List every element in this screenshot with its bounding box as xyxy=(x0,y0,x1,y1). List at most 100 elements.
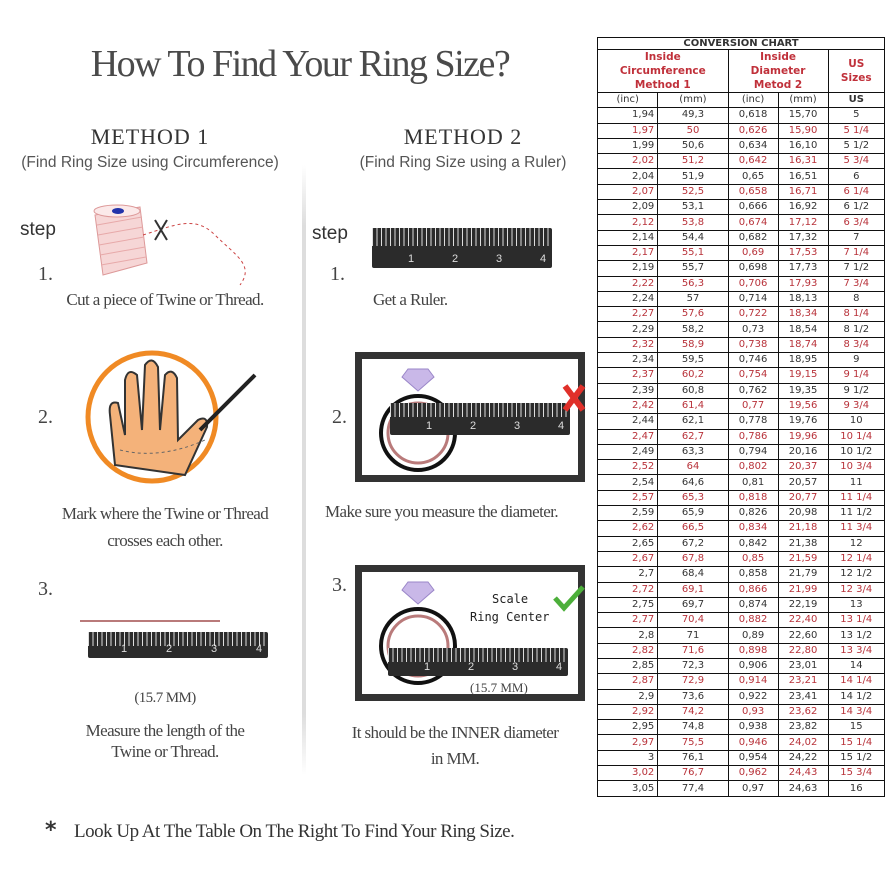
table-cell: 8 1/4 xyxy=(827,306,886,323)
table-cell: 1,94 xyxy=(596,107,659,124)
ruler-number: 4 xyxy=(256,643,263,655)
table-cell: 58,2 xyxy=(657,321,729,338)
table-cell: 0,73 xyxy=(727,321,779,338)
table-cell: 14 1/2 xyxy=(827,688,886,705)
unit-header: (inc) xyxy=(727,91,779,109)
table-row: 2,32 58,9 0,738 18,74 8 3/4 xyxy=(596,336,886,354)
table-cell: 14 3/4 xyxy=(827,703,886,721)
table-cell: 8 3/4 xyxy=(827,336,886,354)
table-cell: 19,15 xyxy=(777,367,829,384)
table-row: 2,34 59,5 0,746 18,95 9 xyxy=(596,352,886,369)
thread-spool-icon xyxy=(93,204,246,286)
table-row: 2,29 58,2 0,73 18,54 8 1/2 xyxy=(596,321,886,338)
asterisk-icon: * xyxy=(45,818,57,843)
table-cell: 2,65 xyxy=(596,535,659,552)
table-cell: 7 1/4 xyxy=(827,244,886,262)
table-cell: 72,3 xyxy=(657,657,729,675)
table-cell: 0,658 xyxy=(727,183,779,201)
table-cell: 6 xyxy=(827,168,886,185)
table-row: 2,44 62,1 0,778 19,76 10 xyxy=(596,413,886,430)
table-row: 3,02 76,7 0,962 24,43 15 3/4 xyxy=(596,765,886,782)
table-cell: 22,19 xyxy=(777,596,829,614)
table-cell: 15,90 xyxy=(777,122,829,139)
table-row: 2,07 52,5 0,658 16,71 6 1/4 xyxy=(596,183,886,201)
table-cell: 20,98 xyxy=(777,505,829,522)
table-cell: 7 1/2 xyxy=(827,260,886,277)
table-cell: 71,6 xyxy=(657,642,729,659)
method1-step2-number: 2. xyxy=(38,406,53,428)
table-cell: 2,9 xyxy=(596,688,659,705)
table-cell: 0,642 xyxy=(727,153,779,170)
table-cell: 23,01 xyxy=(777,657,829,675)
table-cell: 12 1/4 xyxy=(827,550,886,568)
table-row: 2,77 70,4 0,882 22,40 13 1/4 xyxy=(596,612,886,629)
table-cell: 63,3 xyxy=(657,443,729,461)
table-cell: 2,29 xyxy=(596,321,659,338)
table-cell: 50,6 xyxy=(657,137,729,155)
table-cell: 16,71 xyxy=(777,183,829,201)
table-cell: 12 xyxy=(827,535,886,552)
table-cell: 73,6 xyxy=(657,688,729,705)
table-cell: 7 3/4 xyxy=(827,275,886,292)
table-row: 2,87 72,9 0,914 23,21 14 1/4 xyxy=(596,673,886,690)
table-cell: 15 1/4 xyxy=(827,734,886,751)
table-cell: 18,95 xyxy=(777,352,829,369)
table-cell: 65,9 xyxy=(657,505,729,522)
table-cell: 6 3/4 xyxy=(827,214,886,231)
table-row: 2,39 60,8 0,762 19,35 9 1/2 xyxy=(596,382,886,399)
method1-step2-text-line2: crosses each other. xyxy=(107,531,223,550)
table-row: 3,05 77,4 0,97 24,63 16 xyxy=(596,780,886,797)
table-cell: 0,682 xyxy=(727,229,779,246)
table-cell: 2,32 xyxy=(596,336,659,354)
ruler-number: 2 xyxy=(452,253,459,265)
method1-subtitle: (Find Ring Size using Circumference) xyxy=(21,154,279,171)
table-row: 2,19 55,7 0,698 17,73 7 1/2 xyxy=(596,260,886,277)
table-cell: 68,4 xyxy=(657,566,729,583)
table-cell: 0,666 xyxy=(727,199,779,216)
table-cell: 0,618 xyxy=(727,107,779,124)
table-cell: 17,93 xyxy=(777,275,829,292)
table-cell: 0,922 xyxy=(727,688,779,705)
correct-measure-illustration: Scale Ring Center 1 2 3 4 (15.7 MM) xyxy=(355,565,585,701)
table-cell: 24,63 xyxy=(777,780,829,797)
table-cell: 75,5 xyxy=(657,734,729,751)
table-cell: 2,14 xyxy=(596,229,659,246)
table-cell: 19,96 xyxy=(777,428,829,445)
table-cell: 20,16 xyxy=(777,443,829,461)
table-cell: 7 xyxy=(827,229,886,246)
table-cell: 69,7 xyxy=(657,596,729,614)
table-cell: 0,802 xyxy=(727,459,779,476)
table-row: 1,97 50 0,626 15,90 5 1/4 xyxy=(596,122,886,139)
table-cell: 76,1 xyxy=(657,749,729,767)
table-cell: 2,54 xyxy=(596,474,659,491)
table-row: 2,92 74,2 0,93 23,62 14 3/4 xyxy=(596,703,886,721)
table-cell: 1,99 xyxy=(596,137,659,155)
table-cell: 0,818 xyxy=(727,489,779,507)
method1-step1-number: 1. xyxy=(38,263,53,285)
method2-step3-text-line2: in MM. xyxy=(430,749,480,768)
table-cell: 51,2 xyxy=(657,153,729,170)
header-us-sizes: US Sizes xyxy=(827,49,886,93)
table-cell: 2,97 xyxy=(596,734,659,751)
table-cell: 74,2 xyxy=(657,703,729,721)
table-cell: 0,906 xyxy=(727,657,779,675)
table-row: 2,42 61,4 0,77 19,56 9 3/4 xyxy=(596,397,886,415)
table-cell: 2,44 xyxy=(596,413,659,430)
table-row: 2,04 51,9 0,65 16,51 6 xyxy=(596,168,886,185)
table-cell: 8 1/2 xyxy=(827,321,886,338)
table-cell: 51,9 xyxy=(657,168,729,185)
table-cell: 16,51 xyxy=(777,168,829,185)
table-cell: 15 3/4 xyxy=(827,765,886,782)
table-cell: 10 1/4 xyxy=(827,428,886,445)
table-row: 2,67 67,8 0,85 21,59 12 1/4 xyxy=(596,550,886,568)
table-row: 2,62 66,5 0,834 21,18 11 3/4 xyxy=(596,520,886,537)
ruler-number: 1 xyxy=(426,420,433,432)
table-cell: 55,1 xyxy=(657,244,729,262)
hand-icon xyxy=(85,350,257,484)
table-row: 3 76,1 0,954 24,22 15 1/2 xyxy=(596,749,886,767)
table-cell: 17,73 xyxy=(777,260,829,277)
table-cell: 2,24 xyxy=(596,290,659,308)
table-cell: 18,34 xyxy=(777,306,829,323)
table-cell: 69,1 xyxy=(657,581,729,598)
table-cell: 5 1/2 xyxy=(827,137,886,155)
